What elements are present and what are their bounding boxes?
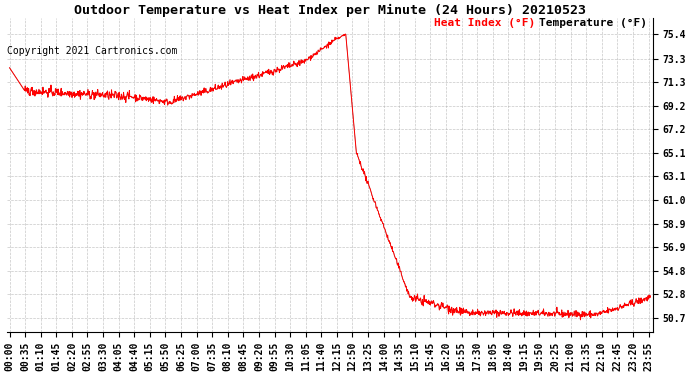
Legend: Heat Index (°F), Temperature (°F): Heat Index (°F), Temperature (°F)	[435, 18, 647, 28]
Title: Outdoor Temperature vs Heat Index per Minute (24 Hours) 20210523: Outdoor Temperature vs Heat Index per Mi…	[74, 4, 586, 17]
Text: Copyright 2021 Cartronics.com: Copyright 2021 Cartronics.com	[7, 46, 177, 56]
